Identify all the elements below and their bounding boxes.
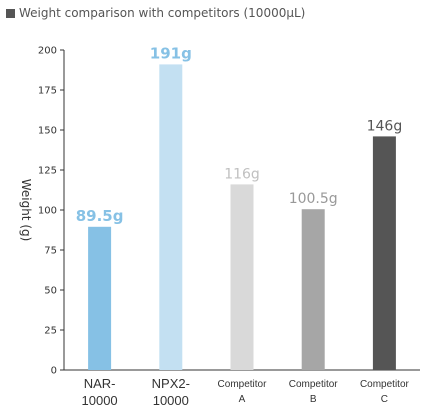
bars — [88, 64, 396, 371]
category-label: 10000 — [82, 393, 118, 408]
y-tick-label: 175 — [38, 86, 57, 97]
y-tick-label: 0 — [51, 366, 57, 377]
bar — [159, 64, 183, 371]
category-label: B — [310, 394, 317, 405]
y-axis-ticks: 0 25 50 75 100 125 150 175 200 — [38, 46, 64, 377]
bar — [230, 184, 254, 370]
y-tick-label: 100 — [38, 206, 57, 217]
value-label: 89.5g — [76, 207, 124, 225]
category-label: Competitor — [360, 379, 410, 390]
category-label: NAR- — [84, 376, 116, 391]
value-label: 116g — [224, 166, 260, 182]
category-label: Competitor — [289, 379, 339, 390]
bar — [301, 209, 325, 370]
y-axis-label: Weight (g) — [19, 179, 33, 242]
bar — [88, 226, 112, 370]
category-label: Competitor — [218, 379, 268, 390]
y-tick-label: 25 — [44, 326, 57, 337]
category-label: 10000 — [153, 393, 189, 408]
y-tick-label: 150 — [38, 126, 57, 137]
y-tick-label: 200 — [38, 46, 57, 57]
category-label: A — [239, 394, 246, 405]
y-tick-label: 125 — [38, 166, 57, 177]
y-tick-label: 50 — [44, 286, 57, 297]
chart-title: Weight comparison with competitors (1000… — [6, 6, 305, 20]
category-label: C — [381, 394, 388, 405]
category-label: NPX2- — [152, 376, 190, 391]
value-label: 100.5g — [289, 191, 338, 207]
value-label: 146g — [367, 118, 403, 134]
x-axis-labels: NAR- 10000 NPX2- 10000 Competitor A Competitor… — [82, 376, 410, 408]
title-square-icon — [6, 8, 15, 18]
y-tick-label: 75 — [44, 246, 57, 257]
value-label: 191g — [150, 44, 192, 62]
value-labels: 89.5g 191g 116g 100.5g 146g — [76, 44, 402, 224]
bar — [372, 136, 396, 370]
chart-title-text: Weight comparison with competitors (1000… — [19, 6, 306, 20]
